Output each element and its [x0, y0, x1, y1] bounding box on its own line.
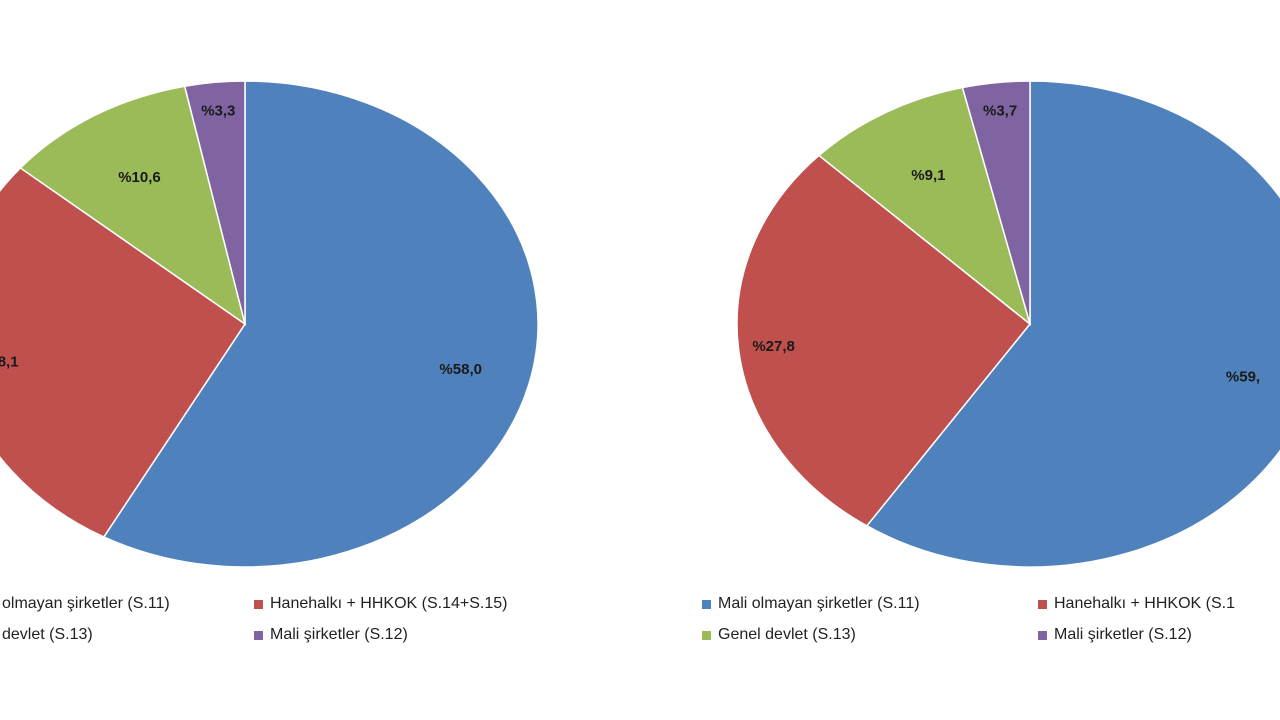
pie-slice-genel-devlet	[19, 85, 247, 326]
legend-label: Hanehalkı + HHKOK (S.1	[1054, 595, 1235, 612]
legend-label: Mali şirketler (S.12)	[270, 626, 408, 643]
data-label: %59,	[1226, 369, 1260, 386]
data-label: %58,0	[439, 361, 482, 378]
data-label: %9,1	[911, 167, 945, 184]
legend-swatch-purple	[254, 630, 263, 640]
legend-label: Hanehalkı + HHKOK (S.14+S.15)	[270, 595, 508, 612]
legend-swatch-red	[254, 599, 263, 609]
legend-label: Mali şirketler (S.12)	[1054, 626, 1192, 643]
pie-slice-mali-sirketler	[183, 80, 246, 325]
legend-swatch-red	[1038, 599, 1047, 609]
legend-label: olmayan şirketler (S.11)	[2, 595, 170, 612]
pie-slice-hanehalki	[0, 166, 247, 538]
pie-slice-hanehalki	[736, 154, 1032, 527]
pie-chart-left: %58,0 %28,1 %10,6 %3,3	[0, 80, 539, 568]
data-label: %3,3	[201, 102, 235, 119]
legend-label: Mali olmayan şirketler (S.11)	[718, 595, 920, 612]
legend-label: Genel devlet (S.13)	[718, 626, 856, 643]
legend-item: Mali şirketler (S.12)	[254, 626, 408, 644]
legend-swatch-green	[702, 630, 711, 640]
legend-left: olmayan şirketler (S.11) Hanehalkı + HHK…	[0, 588, 640, 648]
legend-item: Hanehalkı + HHKOK (S.14+S.15)	[254, 595, 507, 613]
legend-swatch-blue	[702, 599, 711, 609]
data-label: %27,8	[752, 338, 795, 355]
legend-right: Mali olmayan şirketler (S.11) Hanehalkı …	[640, 588, 1280, 648]
legend-label: devlet (S.13)	[2, 626, 93, 643]
legend-item: Genel devlet (S.13)	[702, 626, 856, 644]
pie-slice-mali-olmayan	[865, 80, 1280, 568]
data-label: %10,6	[118, 169, 161, 186]
data-label: %3,7	[983, 103, 1017, 120]
legend-item: devlet (S.13)	[0, 626, 93, 644]
legend-item: Mali şirketler (S.12)	[1038, 626, 1192, 644]
pie-slice-mali-sirketler	[961, 80, 1031, 325]
legend-item: olmayan şirketler (S.11)	[0, 595, 170, 613]
pie-chart-right: %59, %27,8 %9,1 %3,7	[736, 80, 1280, 568]
legend-item: Mali olmayan şirketler (S.11)	[702, 595, 920, 613]
legend-item: Hanehalkı + HHKOK (S.1	[1038, 595, 1235, 613]
data-label: %28,1	[0, 353, 19, 370]
legend-swatch-purple	[1038, 630, 1047, 640]
pie-slice-mali-olmayan	[102, 80, 539, 568]
pie-slice-genel-devlet	[817, 86, 1032, 327]
